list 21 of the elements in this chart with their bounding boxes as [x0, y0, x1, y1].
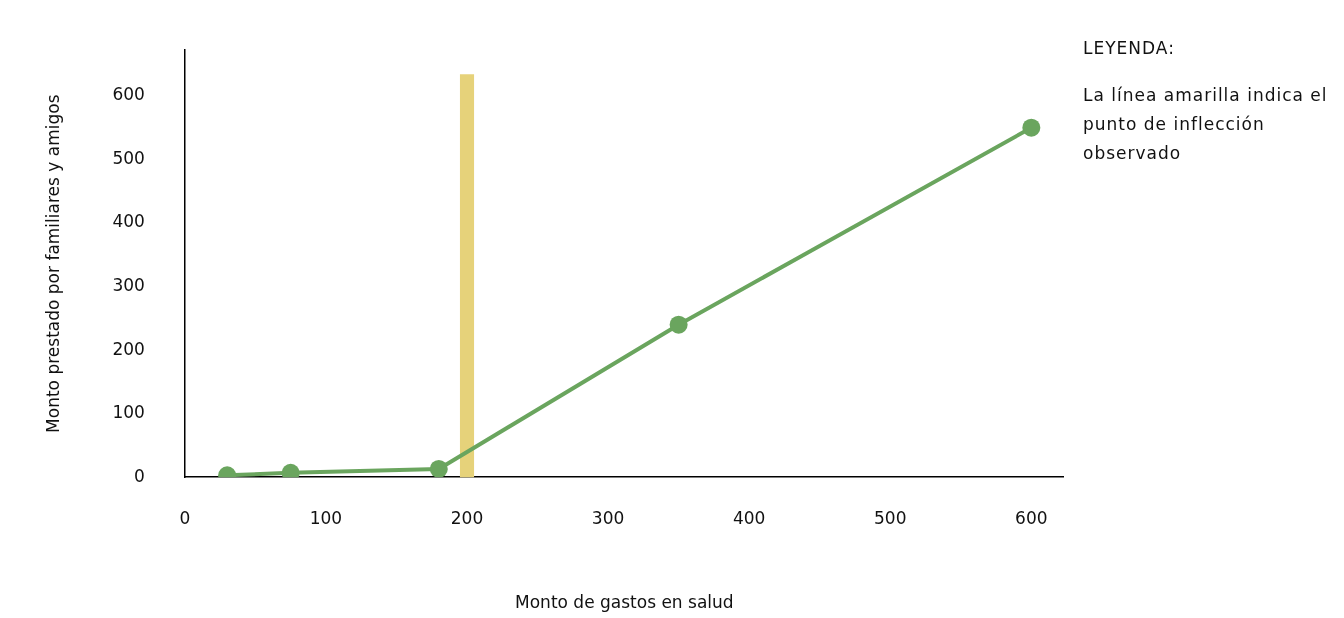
text: LEYENDA: — [1083, 37, 1176, 60]
x-tick-label: 600 — [1015, 507, 1048, 528]
x-tick-label: 200 — [450, 507, 484, 528]
y-tick-label: 0 — [134, 465, 145, 486]
text: La línea amarilla indica el punto de inflección observado — [1083, 84, 1329, 165]
y-tick-label: 400 — [112, 211, 145, 232]
y-tick-label: 500 — [112, 147, 145, 168]
x-axis-title: Monto de gastos en salud — [515, 592, 734, 613]
y-tick-label: 100 — [112, 402, 145, 423]
x-tick-label: 0 — [179, 507, 191, 528]
y-tick-label: 300 — [112, 275, 145, 295]
y-tick-label: 600 — [112, 84, 145, 105]
x-tick-label: 400 — [732, 507, 766, 528]
point — [429, 459, 448, 478]
y-axis-title: Monto prestado por familiares y amigos — [42, 94, 63, 433]
x-tick-label: 300 — [591, 507, 625, 528]
x-tick-label: 500 — [874, 507, 907, 528]
y-tick-label: 200 — [112, 338, 145, 359]
point — [1022, 118, 1041, 137]
point — [669, 315, 688, 334]
x-tick-label: 100 — [309, 507, 343, 528]
